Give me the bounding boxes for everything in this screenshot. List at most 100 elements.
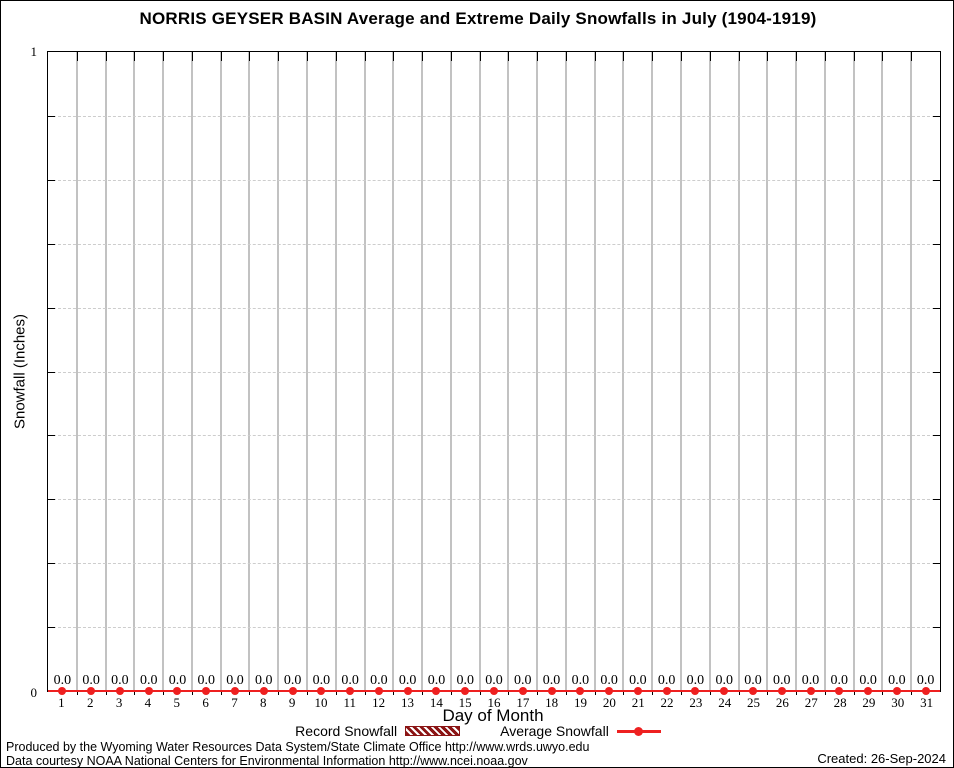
x-tick-label: 5 bbox=[173, 695, 181, 710]
x-tick-mark-top bbox=[767, 52, 769, 61]
chart-title: NORRIS GEYSER BASIN Average and Extreme … bbox=[139, 9, 817, 28]
x-tick-mark-top bbox=[364, 52, 366, 61]
y-tick-mark-right bbox=[933, 179, 940, 181]
value-label: 0.0 bbox=[226, 673, 244, 688]
footer-created-date: Created: 26-Sep-2024 bbox=[817, 751, 946, 766]
y-tick-mark-right bbox=[933, 115, 940, 117]
y-tick-mark-right bbox=[933, 371, 940, 373]
data-point bbox=[777, 687, 786, 695]
x-tick-mark-top bbox=[278, 52, 280, 61]
x-tick-mark-bottom bbox=[306, 691, 308, 695]
legend-record-label: Record Snowfall bbox=[295, 723, 398, 739]
value-label: 0.0 bbox=[456, 673, 474, 688]
value-label: 0.0 bbox=[916, 673, 935, 688]
y-tick-mark-left bbox=[48, 115, 55, 117]
x-tick-mark-bottom bbox=[249, 691, 251, 695]
x-tick-mark-bottom bbox=[335, 691, 337, 695]
x-tick-mark-top bbox=[422, 52, 424, 61]
value-label: 0.0 bbox=[283, 673, 302, 688]
x-tick-mark-top bbox=[652, 52, 654, 61]
x-tick-mark-bottom bbox=[623, 691, 625, 695]
value-label: 0.0 bbox=[772, 673, 791, 688]
x-tick-mark-bottom bbox=[767, 691, 769, 695]
value-label: 0.0 bbox=[197, 673, 216, 688]
data-point bbox=[518, 687, 527, 695]
x-tick-mark-bottom bbox=[594, 691, 596, 695]
x-tick-mark-top bbox=[565, 52, 567, 61]
x-tick-mark-bottom bbox=[220, 691, 222, 695]
y-gridline bbox=[48, 307, 940, 309]
x-tick-mark-top bbox=[796, 52, 798, 61]
legend: Record Snowfall Average Snowfall bbox=[1, 723, 954, 739]
x-tick-label: 7 bbox=[231, 695, 238, 710]
x-tick-mark-top bbox=[76, 52, 78, 61]
value-label: 0.0 bbox=[341, 673, 359, 688]
value-label: 0.0 bbox=[255, 673, 273, 688]
x-tick-label: 13 bbox=[400, 695, 414, 710]
value-label: 0.0 bbox=[485, 673, 503, 688]
x-tick-mark-top bbox=[191, 52, 193, 61]
y-tick-mark-left bbox=[48, 307, 55, 309]
x-tick-label: 28 bbox=[833, 695, 847, 710]
x-tick-mark-top bbox=[134, 52, 136, 61]
x-tick-mark-bottom bbox=[76, 691, 78, 695]
value-label: 0.0 bbox=[370, 673, 388, 688]
x-tick-mark-top bbox=[709, 52, 711, 61]
data-point bbox=[374, 687, 383, 695]
x-tick-mark-bottom bbox=[450, 691, 452, 695]
x-tick-mark-bottom bbox=[652, 691, 654, 695]
x-tick-mark-top bbox=[594, 52, 596, 61]
y-gridline bbox=[48, 627, 940, 629]
data-point bbox=[87, 687, 96, 695]
x-tick-label: 9 bbox=[288, 695, 296, 710]
x-tick-mark-bottom bbox=[738, 691, 740, 695]
x-tick-mark-bottom bbox=[191, 691, 193, 695]
y-tick-mark-left bbox=[48, 627, 55, 629]
x-tick-mark-bottom bbox=[393, 691, 395, 695]
data-point bbox=[317, 687, 326, 695]
y-gridline bbox=[48, 563, 940, 565]
x-tick-mark-top bbox=[508, 52, 510, 61]
value-label: 0.0 bbox=[629, 673, 647, 688]
y-tick-mark-right bbox=[933, 307, 940, 309]
x-tick-mark-bottom bbox=[278, 691, 280, 695]
data-point bbox=[58, 687, 67, 695]
x-tick-mark-top bbox=[853, 52, 855, 61]
x-tick-mark-bottom bbox=[422, 691, 424, 695]
x-tick-mark-bottom bbox=[882, 691, 884, 695]
y-gridline bbox=[48, 179, 940, 181]
data-point bbox=[288, 687, 297, 695]
x-tick-label: 27 bbox=[804, 695, 818, 710]
data-point bbox=[202, 687, 211, 695]
x-axis-label: Day of Month bbox=[442, 706, 544, 725]
data-point bbox=[547, 687, 556, 695]
x-tick-mark-top bbox=[537, 52, 539, 61]
x-tick-mark-bottom bbox=[853, 691, 855, 695]
x-tick-mark-top bbox=[479, 52, 481, 61]
data-point bbox=[144, 687, 153, 695]
x-tick-label: 11 bbox=[343, 695, 357, 710]
x-tick-mark-bottom bbox=[796, 691, 798, 695]
x-tick-mark-top bbox=[249, 52, 251, 61]
x-tick-mark-bottom bbox=[537, 691, 539, 695]
value-label: 0.0 bbox=[600, 673, 618, 688]
x-tick-mark-top bbox=[882, 52, 884, 61]
x-tick-label: 14 bbox=[429, 695, 443, 710]
footer-produced-by: Produced by the Wyoming Water Resources … bbox=[6, 740, 590, 754]
data-point bbox=[231, 687, 240, 695]
data-point bbox=[461, 687, 470, 695]
data-point bbox=[490, 687, 498, 695]
footer-data-courtesy: Data courtesy NOAA National Centers for … bbox=[6, 754, 528, 768]
value-label: 0.0 bbox=[514, 673, 532, 688]
y-tick-mark-left bbox=[48, 371, 55, 373]
x-tick-mark-bottom bbox=[824, 691, 826, 695]
plot-area: 0.0 0.0 0.0 0.0 0.0 0.0 0.0 0.0 0.0 0.0 0.0 0.0 0.0 0… bbox=[47, 51, 941, 695]
value-label: 0.0 bbox=[859, 673, 877, 688]
y-tick-mark-left bbox=[48, 435, 55, 437]
value-label: 0.0 bbox=[53, 673, 72, 688]
x-tick-mark-top bbox=[681, 52, 683, 61]
x-tick-mark-top bbox=[824, 52, 826, 61]
value-label: 0.0 bbox=[542, 673, 561, 688]
x-tick-label: 4 bbox=[144, 695, 152, 710]
x-tick-mark-bottom bbox=[911, 691, 913, 695]
